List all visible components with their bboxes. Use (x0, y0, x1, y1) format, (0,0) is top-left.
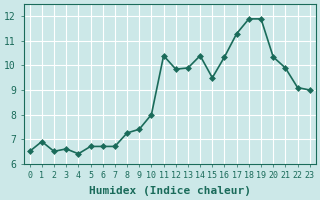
X-axis label: Humidex (Indice chaleur): Humidex (Indice chaleur) (89, 186, 251, 196)
